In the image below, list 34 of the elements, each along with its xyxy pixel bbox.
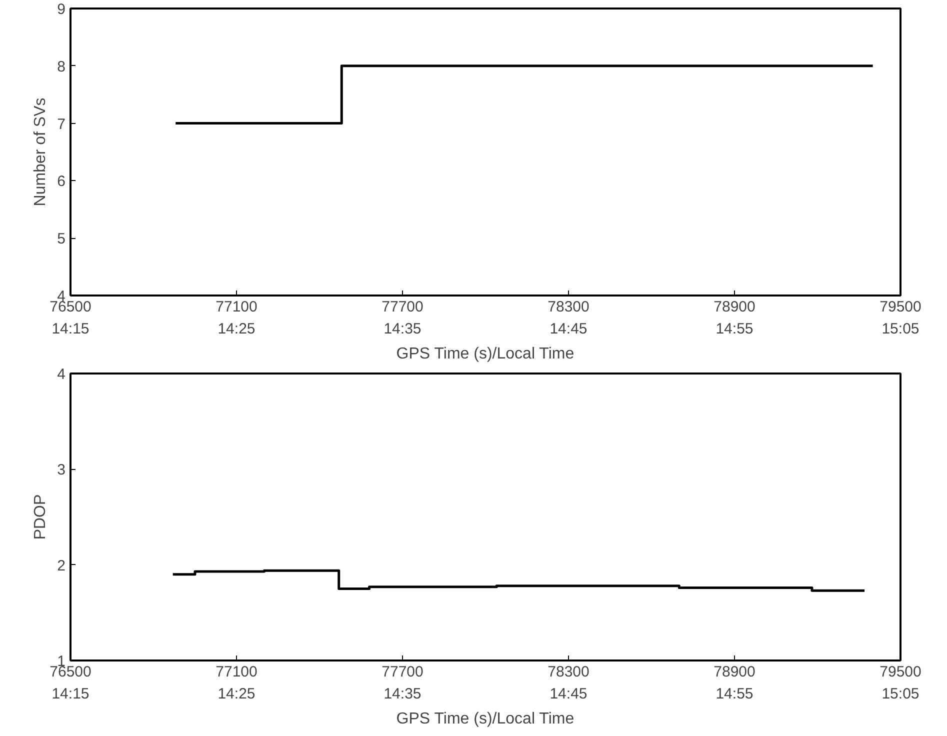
x2-tick-label: 14:35 xyxy=(384,320,422,338)
x-tick-label: 77700 xyxy=(382,664,424,680)
y-axis-title: PDOP xyxy=(32,494,50,540)
x2-tick-label: 14:55 xyxy=(716,686,754,702)
x-tick-label: 79500 xyxy=(880,664,922,680)
x-tick-label: 79500 xyxy=(880,298,922,316)
x2-tick-label: 14:15 xyxy=(52,320,90,338)
x2-tick-label: 14:35 xyxy=(384,686,422,702)
y-tick-label: 6 xyxy=(57,173,66,190)
x2-tick-label: 14:45 xyxy=(550,320,588,338)
x2-tick-label: 15:05 xyxy=(882,686,920,702)
x2-tick-label: 14:45 xyxy=(550,686,588,702)
x2-tick-label: 15:05 xyxy=(882,320,920,338)
y-tick-label: 9 xyxy=(57,1,66,18)
x-tick-label: 78900 xyxy=(714,298,756,316)
x2-tick-label: 14:25 xyxy=(218,320,256,338)
x2-tick-label: 14:25 xyxy=(218,686,256,702)
x-tick-label: 77100 xyxy=(216,664,258,680)
x2-tick-label: 14:55 xyxy=(716,320,754,338)
x-tick-label: 77100 xyxy=(216,298,258,316)
x-axis-title: GPS Time (s)/Local Time xyxy=(396,710,574,728)
y-tick-label: 3 xyxy=(57,462,66,479)
x2-tick-label: 14:15 xyxy=(52,686,90,702)
x-tick-label: 77700 xyxy=(382,298,424,316)
x-tick-label: 78300 xyxy=(548,664,590,680)
x-tick-label: 78300 xyxy=(548,298,590,316)
y-axis-title: Number of SVs xyxy=(32,98,50,206)
y-tick-label: 7 xyxy=(57,116,66,133)
y-tick-label: 5 xyxy=(57,230,66,248)
y-tick-label: 4 xyxy=(57,366,66,383)
y-tick-label: 2 xyxy=(57,557,66,574)
y-tick-label: 8 xyxy=(57,58,66,76)
x-axis-title: GPS Time (s)/Local Time xyxy=(396,346,574,362)
x-tick-label: 78900 xyxy=(714,664,756,680)
